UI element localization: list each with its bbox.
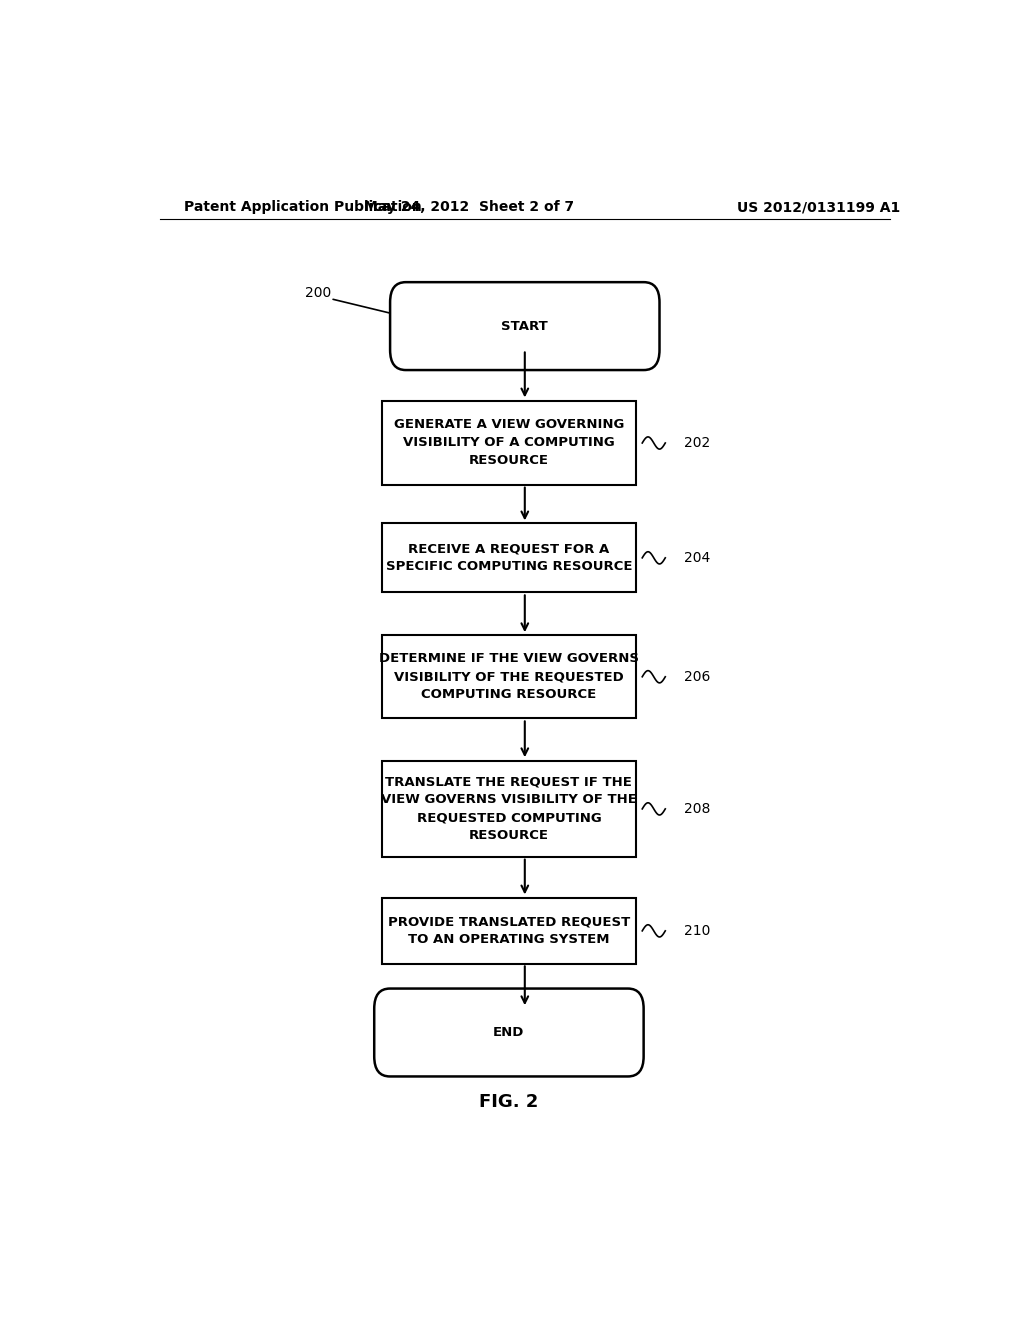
FancyBboxPatch shape	[374, 989, 644, 1076]
Text: 202: 202	[684, 436, 710, 450]
Bar	[382, 523, 636, 593]
Text: 206: 206	[684, 669, 710, 684]
Text: DETERMINE IF THE VIEW GOVERNS
VISIBILITY OF THE REQUESTED
COMPUTING RESOURCE: DETERMINE IF THE VIEW GOVERNS VISIBILITY…	[379, 652, 639, 701]
Text: RECEIVE A REQUEST FOR A
SPECIFIC COMPUTING RESOURCE: RECEIVE A REQUEST FOR A SPECIFIC COMPUTI…	[386, 543, 632, 573]
Text: May 24, 2012  Sheet 2 of 7: May 24, 2012 Sheet 2 of 7	[365, 201, 574, 214]
Text: START: START	[502, 319, 548, 333]
Text: PROVIDE TRANSLATED REQUEST
TO AN OPERATING SYSTEM: PROVIDE TRANSLATED REQUEST TO AN OPERATI…	[388, 915, 630, 946]
Bar	[382, 401, 636, 484]
Text: Patent Application Publication: Patent Application Publication	[183, 201, 421, 214]
Text: TRANSLATE THE REQUEST IF THE
VIEW GOVERNS VISIBILITY OF THE
REQUESTED COMPUTING
: TRANSLATE THE REQUEST IF THE VIEW GOVERN…	[381, 775, 637, 842]
Text: US 2012/0131199 A1: US 2012/0131199 A1	[737, 201, 900, 214]
Text: FIG. 2: FIG. 2	[479, 1093, 539, 1110]
Text: 200: 200	[305, 285, 332, 300]
Bar	[382, 898, 636, 964]
Text: 208: 208	[684, 801, 710, 816]
Bar	[382, 635, 636, 718]
Text: GENERATE A VIEW GOVERNING
VISIBILITY OF A COMPUTING
RESOURCE: GENERATE A VIEW GOVERNING VISIBILITY OF …	[394, 418, 624, 467]
Text: 204: 204	[684, 550, 710, 565]
FancyBboxPatch shape	[390, 282, 659, 370]
Text: END: END	[494, 1026, 524, 1039]
Bar	[382, 760, 636, 857]
Text: 210: 210	[684, 924, 710, 939]
